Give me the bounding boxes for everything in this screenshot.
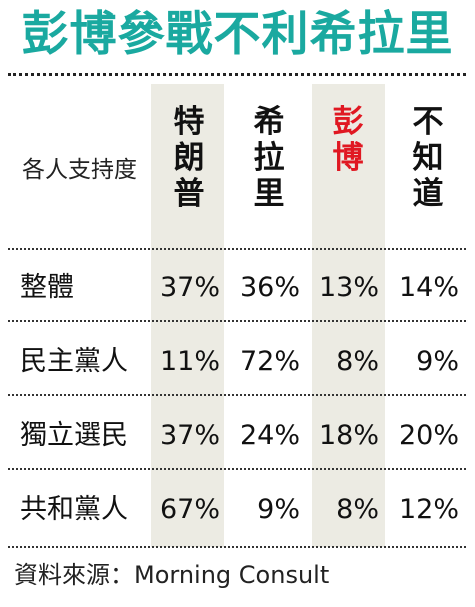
table-cell: 14%	[398, 272, 459, 303]
row-divider-1	[8, 394, 466, 396]
support-level-label: 各人支持度	[22, 157, 137, 183]
row-label-1: 民主黨人	[20, 346, 128, 377]
column-header-0: 特朗普	[173, 104, 205, 212]
table-cell: 8%	[336, 494, 379, 525]
table-cell: 36%	[239, 272, 300, 303]
table-cell: 12%	[398, 494, 459, 525]
table-cell: 18%	[318, 420, 379, 451]
column-header-1: 希拉里	[253, 104, 285, 212]
column-header-2: 彭博	[332, 104, 364, 176]
row-label-0: 整體	[20, 272, 74, 303]
row-divider-0	[8, 320, 466, 322]
table-cell: 13%	[318, 272, 379, 303]
table-cell: 8%	[336, 346, 379, 377]
row-label-2: 獨立選民	[20, 420, 128, 451]
table-cell: 37%	[159, 272, 220, 303]
table-cell: 11%	[159, 346, 220, 377]
table-cell: 67%	[159, 494, 220, 525]
table-cell: 24%	[239, 420, 300, 451]
table-bottom-divider	[8, 546, 466, 548]
table-cell: 72%	[239, 346, 300, 377]
row-label-3: 共和黨人	[20, 494, 128, 525]
table-cell: 9%	[416, 346, 459, 377]
title-divider	[8, 73, 466, 76]
table-cell: 20%	[398, 420, 459, 451]
table-cell: 9%	[257, 494, 300, 525]
table-cell: 37%	[159, 420, 220, 451]
row-divider-2	[8, 468, 466, 470]
header-divider	[8, 248, 466, 250]
page-title: 彭博參戰不利希拉里	[21, 7, 454, 62]
source-note: 資料來源：Morning Consult	[14, 561, 330, 589]
column-header-3: 不知道	[412, 104, 444, 212]
